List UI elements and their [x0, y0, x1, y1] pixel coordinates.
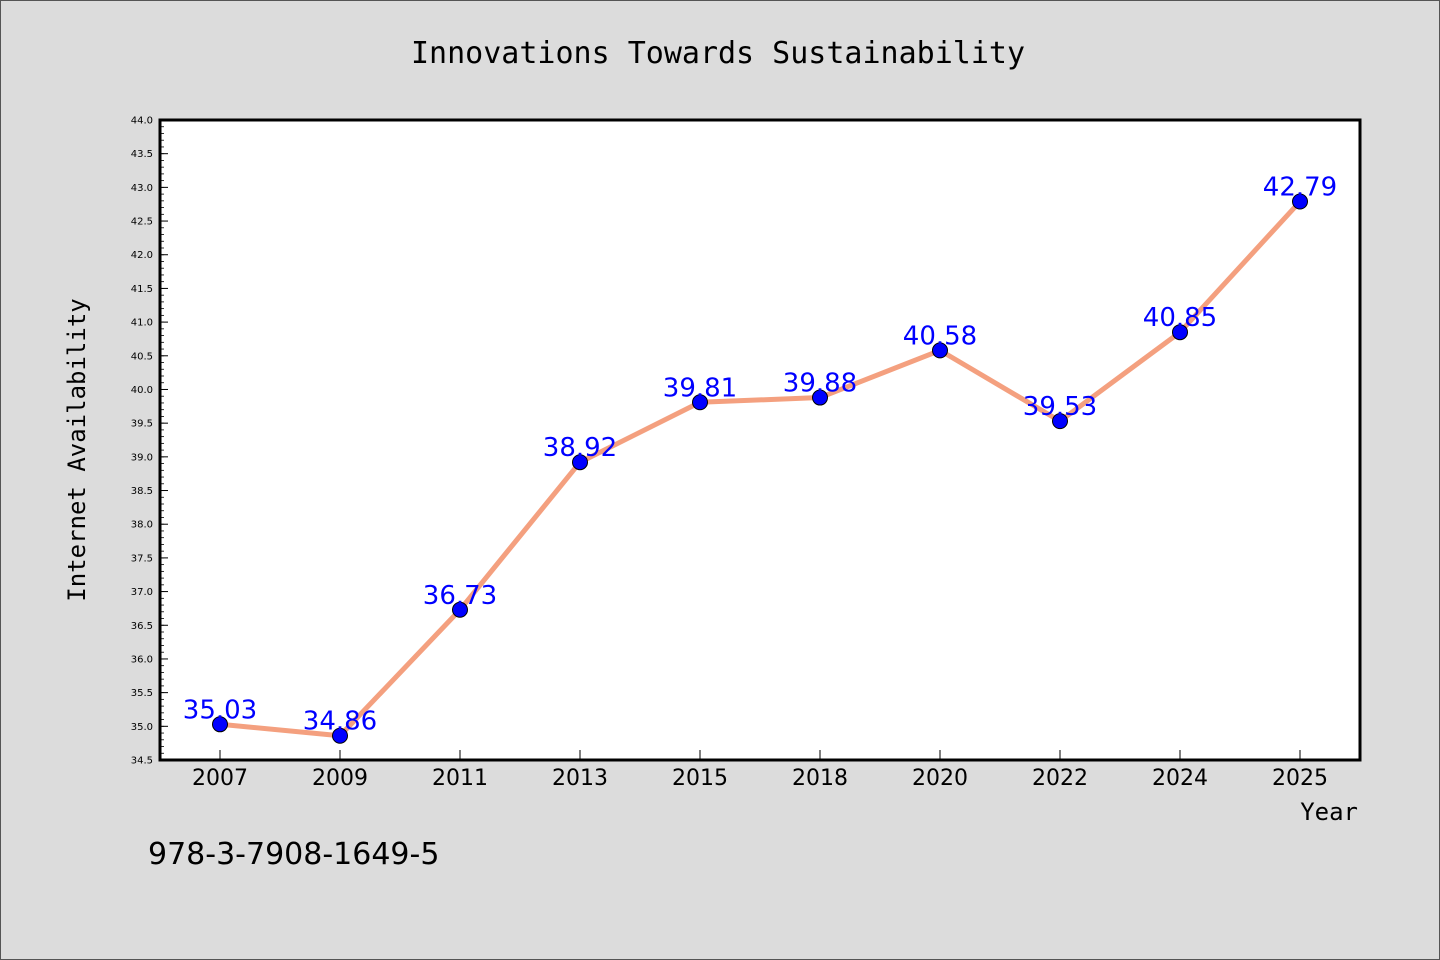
y-tick-label: 38.5: [131, 486, 153, 497]
y-tick-label: 34.5: [131, 756, 153, 767]
y-tick-label: 43.0: [131, 183, 153, 194]
data-point-label: 42.79: [1263, 173, 1337, 203]
data-point-marker: [1292, 193, 1308, 210]
y-tick-label: 36.5: [131, 621, 153, 632]
data-point-label: 40.85: [1143, 303, 1217, 333]
data-point-marker: [932, 342, 948, 359]
data-point-label: 35.03: [183, 695, 257, 725]
y-tick-label: 36.0: [131, 654, 153, 665]
y-tick-label: 39.0: [131, 452, 153, 463]
data-point-label: 39.88: [783, 369, 857, 399]
x-axis-label: Year: [1300, 798, 1358, 826]
data-point-label: 38.92: [543, 433, 617, 463]
y-tick-label: 41.5: [131, 284, 153, 295]
chart-title: Innovations Towards Sustainability: [411, 36, 1025, 71]
data-point-marker: [332, 727, 348, 744]
y-tick-label: 43.5: [131, 149, 153, 160]
data-point-label: 36.73: [423, 581, 497, 611]
y-tick-label: 41.0: [131, 318, 153, 329]
data-point-marker: [1172, 324, 1188, 341]
data-point-marker: [572, 454, 588, 471]
y-tick-label: 37.5: [131, 553, 153, 564]
x-tick-label: 2015: [672, 766, 728, 791]
x-tick-label: 2009: [312, 766, 368, 791]
plot-area: [160, 120, 1360, 760]
data-labels: 35.03 34.86 36.73 38.92 39.81 39.88 40.58 39.53…: [183, 173, 1337, 737]
data-point-marker: [1052, 413, 1068, 430]
data-point-label: 39.53: [1023, 392, 1097, 422]
y-tick-label: 37.0: [131, 587, 153, 598]
y-tick-label: 35.0: [131, 722, 153, 733]
x-axis: 2007 2009 2011 2013 2015 2018 2020 2022 2024 2025: [192, 750, 1328, 791]
x-tick-label: 2013: [552, 766, 608, 791]
series-markers: [212, 193, 1308, 744]
data-point-marker: [692, 394, 708, 411]
footer-id-text: 978-3-7908-1649-5: [148, 837, 439, 872]
data-point-label: 39.81: [663, 373, 737, 403]
y-tick-label: 35.5: [131, 688, 153, 699]
y-tick-label: 40.0: [131, 385, 153, 396]
data-point-marker: [212, 716, 228, 733]
data-point-label: 40.58: [903, 321, 977, 351]
x-tick-label: 2011: [432, 766, 488, 791]
x-tick-label: 2025: [1272, 766, 1328, 791]
data-point-marker: [452, 601, 468, 618]
y-tick-label: 39.5: [131, 419, 153, 430]
x-tick-label: 2018: [792, 766, 848, 791]
y-axis-label: Internet Availability: [63, 298, 91, 601]
data-point-label: 34.86: [303, 707, 377, 737]
x-tick-label: 2020: [912, 766, 968, 791]
y-tick-label: 44.0: [131, 116, 153, 127]
y-tick-label: 38.0: [131, 520, 153, 531]
x-tick-label: 2007: [192, 766, 248, 791]
x-tick-label: 2024: [1152, 766, 1208, 791]
data-point-marker: [812, 389, 828, 406]
plot-border: [158, 118, 1362, 762]
y-tick-label: 42.5: [131, 217, 153, 228]
y-tick-label: 42.0: [131, 250, 153, 261]
x-tick-label: 2022: [1032, 766, 1088, 791]
y-tick-label: 40.5: [131, 351, 153, 362]
series-line: [219, 199, 1302, 739]
